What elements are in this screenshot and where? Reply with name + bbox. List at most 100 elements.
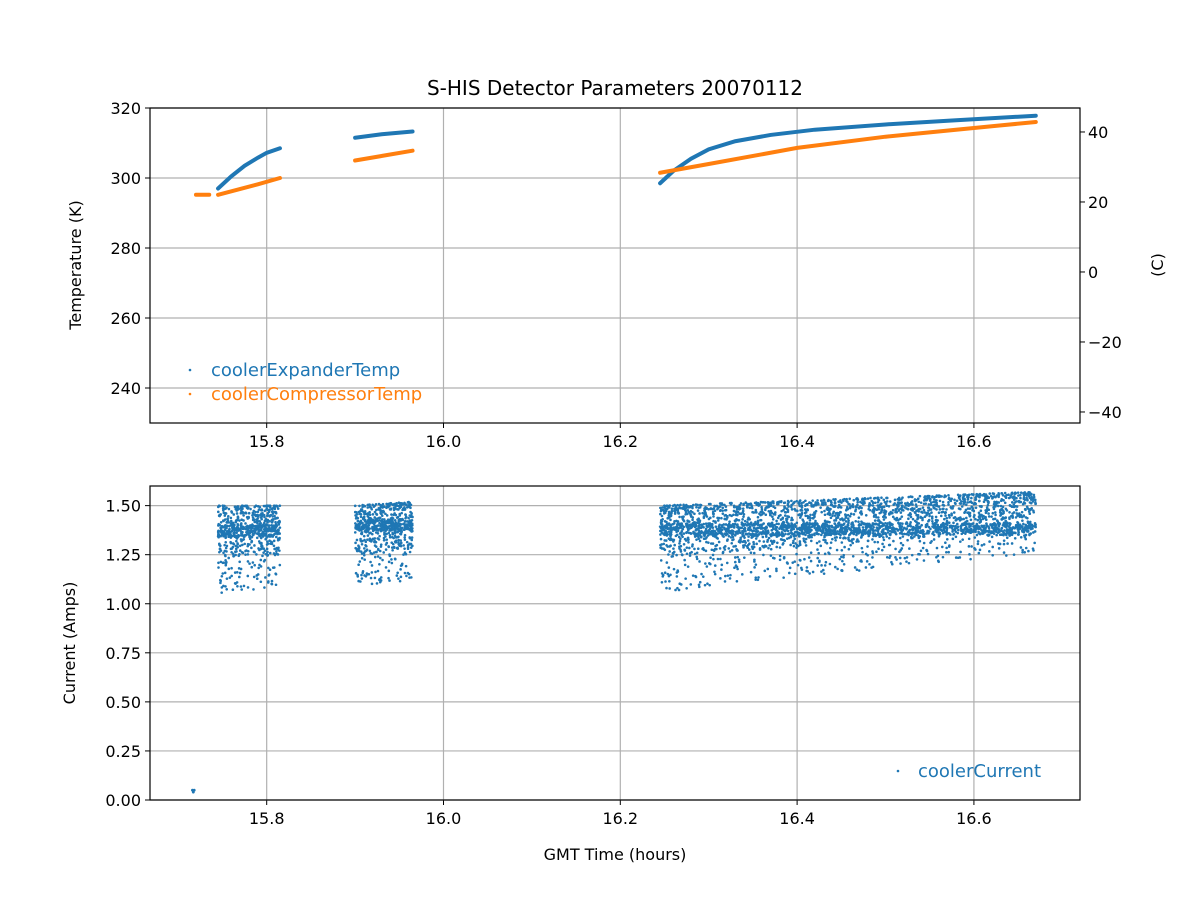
- cooler-current-point: [823, 509, 826, 513]
- cooler-current-point: [763, 569, 767, 573]
- cooler-current-point: [713, 509, 717, 512]
- cooler-current-point: [674, 588, 677, 592]
- cooler-current-point: [229, 547, 233, 551]
- cooler-current-point: [260, 544, 264, 548]
- cooler-current-point: [922, 508, 926, 512]
- cooler-current-point: [1001, 493, 1005, 497]
- cooler-current-point: [1032, 493, 1036, 497]
- cooler-current-point: [800, 526, 804, 530]
- cooler-current-point: [856, 528, 860, 532]
- cooler-current-point: [882, 498, 886, 502]
- cooler-current-point: [376, 519, 380, 523]
- cooler-current-point: [902, 527, 906, 530]
- cooler-current-point: [721, 506, 725, 510]
- cooler-current-point: [813, 526, 816, 530]
- cooler-current-point: [894, 547, 897, 551]
- cooler-current-point: [792, 534, 796, 538]
- cooler-current-point: [730, 514, 733, 518]
- cooler-current-point: [856, 538, 859, 541]
- cooler-current-point: [1019, 536, 1023, 539]
- cooler-current-point: [804, 504, 807, 507]
- cooler-current-point: [278, 526, 282, 529]
- cooler-current-point: [261, 554, 264, 558]
- cooler-current-point: [391, 542, 395, 546]
- cooler-current-point: [1028, 496, 1031, 500]
- cooler-current-point: [678, 515, 681, 519]
- cooler-current-point: [361, 527, 364, 531]
- cooler-current-point: [674, 534, 678, 538]
- cooler-current-point: [219, 520, 223, 524]
- cooler-current-point: [964, 527, 968, 530]
- cooler-current-point: [947, 532, 951, 535]
- cooler-current-point: [387, 525, 390, 529]
- cooler-current-point: [864, 525, 868, 529]
- cooler-current-point: [667, 530, 671, 533]
- cooler-current-point: [266, 524, 270, 527]
- cooler-current-point: [791, 532, 794, 535]
- cooler-current-point: [724, 505, 728, 508]
- cooler-current-point: [970, 545, 973, 548]
- cooler-current-point: [378, 562, 381, 566]
- legend-marker-compressor: [188, 392, 192, 396]
- cooler-current-point: [880, 496, 883, 500]
- cooler-current-point: [772, 526, 775, 530]
- cooler-current-point: [842, 553, 846, 557]
- cooler-current-point: [270, 521, 274, 524]
- cooler-current-point: [224, 585, 227, 588]
- cooler-current-point: [923, 511, 927, 514]
- cooler-current-point: [826, 524, 829, 528]
- cooler-current-point: [726, 528, 729, 531]
- cooler-current-point: [734, 510, 738, 513]
- cooler-current-point: [777, 531, 781, 534]
- cooler-current-point: [804, 509, 808, 512]
- cooler-current-point: [764, 513, 768, 516]
- cooler-current-point: [929, 541, 932, 545]
- cooler-current-point: [937, 511, 941, 514]
- cooler-current-point: [237, 507, 241, 511]
- cooler-current-point: [668, 550, 671, 553]
- cooler-current-point: [363, 510, 367, 513]
- legend-marker-current: [896, 769, 900, 773]
- cooler-current-point: [696, 509, 700, 512]
- cooler-current-point: [984, 498, 987, 502]
- cooler-current-point: [985, 524, 989, 528]
- cooler-current-point: [871, 501, 875, 504]
- cooler-current-point: [698, 580, 702, 584]
- cooler-current-point: [945, 521, 949, 524]
- cooler-current-point: [771, 517, 775, 521]
- cooler-current-point: [778, 546, 782, 549]
- cooler-current-point: [839, 499, 842, 502]
- cooler-current-point: [402, 503, 405, 506]
- cooler-current-point: [997, 525, 1001, 528]
- cooler-current-point: [741, 529, 744, 533]
- cooler-current-point: [402, 553, 405, 556]
- cooler-current-point: [272, 506, 275, 510]
- cooler-current-point: [398, 514, 402, 517]
- cooler-current-point: [671, 504, 675, 508]
- cooler-current-point: [957, 517, 960, 521]
- cooler-current-point: [732, 505, 736, 509]
- cooler-current-point: [274, 547, 277, 551]
- cooler-current-point: [667, 566, 671, 569]
- cooler-current-point: [410, 519, 414, 522]
- cooler-current-point: [740, 573, 744, 576]
- cooler-current-point: [902, 509, 905, 512]
- cooler-current-point: [363, 538, 366, 542]
- cooler-current-point: [845, 505, 849, 509]
- cooler-current-point: [265, 547, 269, 551]
- cooler-current-point: [235, 531, 238, 535]
- cooler-current-point: [703, 507, 706, 510]
- right-y-tick-label: 0: [1088, 263, 1098, 282]
- cooler-current-point: [366, 573, 369, 576]
- cooler-current-point: [231, 545, 235, 549]
- cooler-current-point: [397, 518, 401, 522]
- cooler-current-point: [232, 513, 236, 516]
- cooler-current-point: [875, 526, 879, 529]
- cooler-current-point: [382, 523, 386, 527]
- cooler-current-point: [660, 580, 664, 584]
- cooler-current-point: [354, 527, 357, 530]
- cooler-current-point: [964, 532, 967, 535]
- cooler-current-point: [725, 539, 729, 542]
- cooler-current-point: [716, 519, 720, 522]
- cooler-current-point: [893, 502, 897, 505]
